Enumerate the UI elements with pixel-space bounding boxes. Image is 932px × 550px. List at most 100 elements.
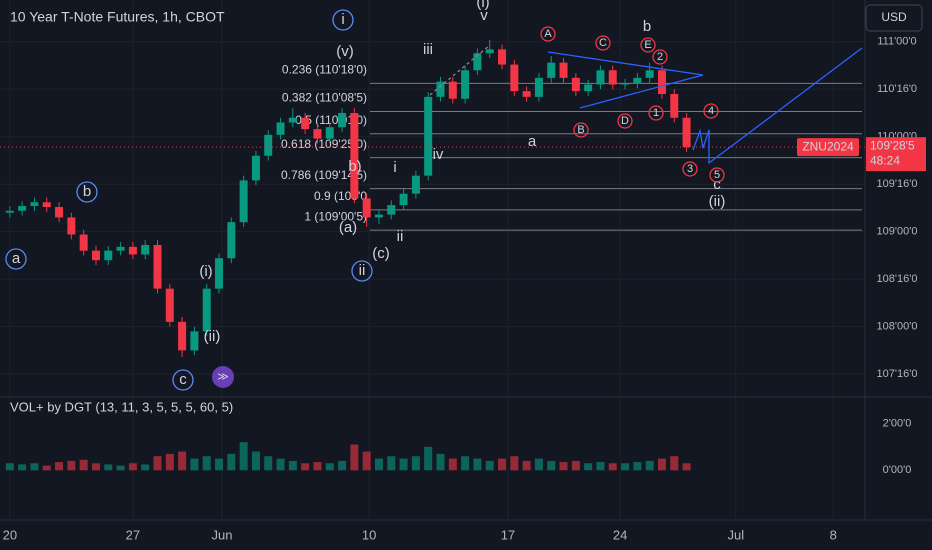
volume-bar: [670, 456, 679, 471]
wave-label: v: [480, 7, 488, 24]
wave-label: E: [644, 39, 651, 51]
volume-bar: [215, 458, 224, 471]
volume-bar: [461, 456, 470, 471]
candle-body: [190, 331, 199, 351]
candle-body: [251, 155, 260, 181]
candle-body: [571, 77, 580, 92]
wave-circle: [76, 181, 98, 203]
volume-bar: [547, 460, 556, 471]
overlay: ≫ i(v)(i)viiibac(i)(ii)b)(a)(c)iiiiiivab…: [5, 0, 863, 391]
volume-bar: [559, 462, 568, 471]
candle-body: [30, 202, 39, 207]
wave-label: (ii): [709, 193, 726, 210]
wave-circle: [540, 26, 556, 42]
wave-label: 4: [708, 105, 714, 117]
wave-circle: [703, 103, 719, 119]
wave-label: 1: [653, 107, 659, 119]
candle-body: [276, 122, 285, 135]
volume-bar: [498, 458, 507, 471]
candle-body: [596, 70, 605, 85]
volume-bar: [313, 462, 322, 471]
candle-body: [239, 180, 248, 223]
y-tick-label: 107'16'0: [877, 368, 918, 380]
y-tick-label: 109'16'0: [877, 178, 918, 190]
volume-bar: [116, 465, 125, 471]
volume-tick-label: 2'00'0: [883, 417, 912, 429]
fib-label: 0.382 (110'08'5): [282, 91, 367, 105]
fib-label: 0.5 (110'01'0): [295, 113, 367, 127]
price-tag: [866, 137, 926, 172]
volume-bar: [399, 458, 408, 471]
volume-bar: [301, 463, 310, 471]
replay-icon[interactable]: [212, 366, 234, 388]
candle-body: [5, 210, 14, 213]
volume-bar: [141, 464, 150, 471]
trend-line: [579, 74, 704, 109]
volume-bar: [227, 453, 236, 471]
replay-icon-glyph: ≫: [217, 371, 229, 383]
volume-bar: [67, 460, 76, 471]
fib-label: 1 (109'00'5): [304, 209, 367, 223]
volume-bar: [596, 462, 605, 471]
volume-bar: [5, 463, 14, 471]
wave-circle: [351, 260, 373, 282]
x-tick-label: 20: [3, 527, 17, 542]
candle-body: [424, 96, 433, 176]
wave-label: (ii): [204, 328, 221, 345]
wave-circle: [595, 35, 611, 51]
candle-body: [153, 244, 162, 289]
candle-body: [91, 250, 100, 261]
candle-body: [498, 49, 507, 65]
wave-circle: [172, 369, 194, 391]
candle-body: [18, 206, 27, 211]
volume-bar: [411, 456, 420, 471]
volume-bar: [362, 451, 371, 471]
candle-body: [461, 70, 470, 99]
wave-label: (v): [336, 43, 354, 60]
currency-button[interactable]: [865, 4, 923, 32]
volume-bar: [473, 458, 482, 471]
volume-bar: [264, 456, 273, 471]
candle-body: [608, 70, 617, 85]
candle-body: [227, 222, 236, 259]
y-tick-label: 108'16'0: [877, 273, 918, 285]
volume-tick-label: 0'00'0: [883, 464, 912, 476]
candle-body: [55, 206, 64, 218]
candle-body: [215, 258, 224, 289]
fib-label: 0.9 (109'0: [314, 189, 367, 203]
volume-bar: [424, 446, 433, 471]
volume-bar: [621, 463, 630, 471]
candle-body: [547, 62, 556, 78]
wave-label: ii: [359, 262, 366, 279]
candle-body: [621, 83, 630, 85]
candle-body: [128, 246, 137, 255]
candle-body: [387, 205, 396, 215]
volume-bar: [251, 451, 260, 471]
candle-body: [178, 321, 187, 351]
candle-body: [682, 117, 691, 148]
wave-label: (i): [199, 263, 212, 280]
volume-bar: [178, 451, 187, 471]
fib-label: 0.618 (109'25'0): [281, 137, 367, 151]
wave-circle: [573, 122, 589, 138]
wave-label: a: [12, 250, 21, 267]
drawings: [429, 44, 863, 165]
y-tick-label: 109'00'0: [877, 226, 918, 238]
volume-bar: [153, 456, 162, 471]
volume-bar: [325, 463, 334, 471]
candle-body: [633, 77, 642, 84]
wave-label: b): [348, 158, 361, 175]
candle-body: [350, 112, 359, 199]
candle-body: [485, 49, 494, 54]
trend-line: [547, 51, 704, 76]
volume-bar: [104, 464, 113, 471]
candle-body: [362, 198, 371, 218]
y-tick-label: 108'00'0: [877, 321, 918, 333]
volume-bar: [436, 453, 445, 471]
price-pane: 0.236 (110'18'0) 0.382 (110'08'5) 0.5 (110…: [0, 39, 865, 358]
wave-label: b: [83, 183, 91, 200]
volume-bar: [30, 463, 39, 471]
volume-bar: [239, 442, 248, 471]
